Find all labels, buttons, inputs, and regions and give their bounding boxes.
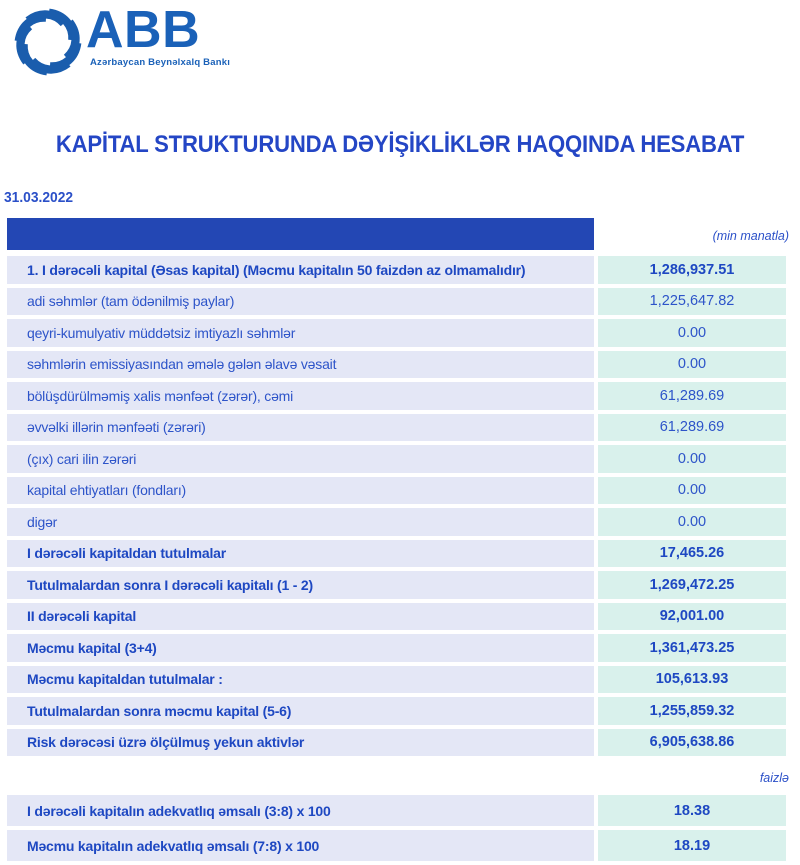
row-label: Məcmu kapitaldan tutulmalar : [7,665,594,693]
row-value: 1,269,472.25 [598,571,786,599]
ratio-table: I dərəcəli kapitalın adekvatlıq əmsalı (… [7,795,786,865]
row-value: 1,361,473.25 [598,634,786,662]
table-header-bar [7,218,594,250]
table-row: Tutulmalardan sonra I dərəcəli kapitalı … [7,571,786,599]
table-row: II dərəcəli kapital 92,001.00 [7,602,786,630]
row-value: 0.00 [598,508,786,536]
table-row: Risk dərəcəsi üzrə ölçülmuş yekun aktivl… [7,728,786,756]
row-label: digər [7,508,594,536]
row-value: 61,289.69 [598,413,786,441]
table-row: 1. I dərəcəli kapital (Əsas kapital) (Mə… [7,256,786,284]
unit-note-min-manatla: (min manatla) [712,229,789,243]
abb-logo-tagline: Azərbaycan Beynəlxalq Bankı [90,57,231,68]
table-row: digər 0.00 [7,508,786,536]
unit-note-faizle: faizlə [759,771,789,785]
row-label: əvvəlki illərin mənfəəti (zərəri) [7,413,594,441]
row-value: 105,613.93 [598,665,786,693]
row-value: 61,289.69 [598,382,786,410]
table-row: Məcmu kapitaldan tutulmalar : 105,613.93 [7,665,786,693]
row-value: 1,255,859.32 [598,697,786,725]
row-value: 1,225,647.82 [598,287,786,315]
row-label: I dərəcəli kapitalın adekvatlıq əmsalı (… [7,795,594,826]
capital-table: 1. I dərəcəli kapital (Əsas kapital) (Mə… [7,256,786,760]
row-label: Tutulmalardan sonra məcmu kapital (5-6) [7,697,594,725]
row-label: 1. I dərəcəli kapital (Əsas kapital) (Mə… [7,256,594,284]
page-title: KAPİTAL STRUKTURUNDA DƏYİŞİKLİKLƏR HAQQI… [55,131,745,158]
row-value: 0.00 [598,350,786,378]
row-value: 0.00 [598,319,786,347]
row-label: kapital ehtiyatları (fondları) [7,476,594,504]
table-row: I dərəcəli kapitaldan tutulmalar 17,465.… [7,539,786,567]
abb-logo-icon [14,8,82,76]
table-row: I dərəcəli kapitalın adekvatlıq əmsalı (… [7,795,786,826]
row-value: 1,286,937.51 [598,256,786,284]
report-date: 31.03.2022 [4,189,74,206]
row-label: Risk dərəcəsi üzrə ölçülmuş yekun aktivl… [7,728,594,756]
row-label: Məcmu kapitalın adekvatlıq əmsalı (7:8) … [7,830,594,861]
row-label: səhmlərin emissiyasından əmələ gələn əla… [7,350,594,378]
row-value: 17,465.26 [598,539,786,567]
table-row: kapital ehtiyatları (fondları) 0.00 [7,476,786,504]
row-label: qeyri-kumulyativ müddətsiz imtiyazlı səh… [7,319,594,347]
table-row: əvvəlki illərin mənfəəti (zərəri) 61,289… [7,413,786,441]
row-label: Məcmu kapital (3+4) [7,634,594,662]
row-value: 92,001.00 [598,602,786,630]
row-value: 18.19 [598,830,786,861]
abb-logo-text: ABB [86,1,201,59]
row-label: bölüşdürülməmiş xalis mənfəət (zərər), c… [7,382,594,410]
table-row: qeyri-kumulyativ müddətsiz imtiyazlı səh… [7,319,786,347]
row-label: I dərəcəli kapitaldan tutulmalar [7,539,594,567]
table-row: (çıx) cari ilin zərəri 0.00 [7,445,786,473]
table-row: səhmlərin emissiyasından əmələ gələn əla… [7,350,786,378]
table-row: Məcmu kapital (3+4) 1,361,473.25 [7,634,786,662]
table-row: Tutulmalardan sonra məcmu kapital (5-6) … [7,697,786,725]
row-value: 18.38 [598,795,786,826]
table-row: Məcmu kapitalın adekvatlıq əmsalı (7:8) … [7,830,786,861]
row-label: II dərəcəli kapital [7,602,594,630]
row-value: 0.00 [598,445,786,473]
row-label: (çıx) cari ilin zərəri [7,445,594,473]
row-label: adi səhmlər (tam ödənilmiş paylar) [7,287,594,315]
table-row: adi səhmlər (tam ödənilmiş paylar) 1,225… [7,287,786,315]
row-label: Tutulmalardan sonra I dərəcəli kapitalı … [7,571,594,599]
row-value: 6,905,638.86 [598,728,786,756]
table-row: bölüşdürülməmiş xalis mənfəət (zərər), c… [7,382,786,410]
row-value: 0.00 [598,476,786,504]
